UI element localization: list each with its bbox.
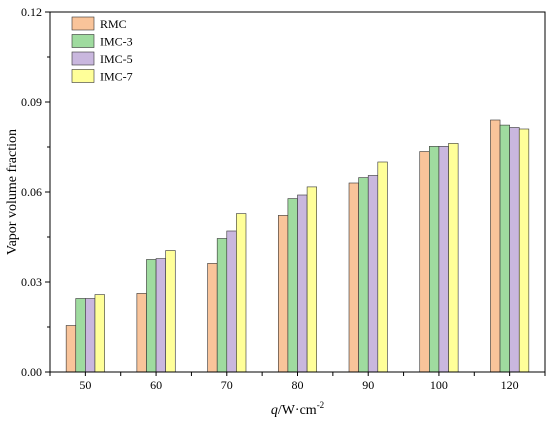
- bar-imc-7-80: [306, 186, 318, 373]
- bar-imc-5-90: [367, 175, 379, 373]
- bar-imc-3-80: [287, 198, 298, 373]
- x-axis-title: q/W·cm-2: [271, 400, 324, 418]
- legend-label-imc-7: IMC-7: [100, 70, 133, 84]
- bar-imc-3-50: [75, 298, 86, 373]
- x-tick-label-120: 120: [501, 378, 519, 392]
- bar-imc-7-50: [94, 294, 105, 373]
- y-tick-label-0.09: 0.09: [21, 95, 42, 109]
- bar-rmc-100: [419, 151, 430, 373]
- legend-swatch-imc-3: [71, 34, 95, 48]
- bar-imc-3-120: [499, 124, 510, 373]
- legend-label-imc-5: IMC-5: [100, 52, 133, 66]
- bar-rmc-90: [348, 182, 359, 373]
- legend-swatch-imc-5: [71, 51, 95, 66]
- bar-rmc-70: [207, 263, 218, 373]
- bar-rmc-120: [490, 119, 501, 373]
- bars-layer: [65, 119, 530, 373]
- bar-imc-3-60: [146, 259, 157, 373]
- bar-rmc-60: [136, 293, 147, 373]
- y-axis-title: Vapor volume fraction: [5, 129, 20, 255]
- x-tick-label-70: 70: [221, 378, 233, 392]
- bar-rmc-50: [65, 325, 77, 373]
- bar-imc-7-90: [377, 161, 388, 373]
- x-tick-label-100: 100: [430, 378, 448, 392]
- bar-imc-5-100: [438, 146, 449, 373]
- ticks-layer: 50 60 70 80 90 100 120 0.00 0.03 0.06 0.09 0.12: [21, 5, 546, 392]
- y-tick-label-0.03: 0.03: [21, 275, 42, 289]
- bar-imc-3-100: [429, 146, 440, 373]
- bar-imc-5-70: [226, 230, 237, 373]
- bar-imc-7-100: [448, 143, 459, 373]
- y-tick-label-0.12: 0.12: [21, 5, 42, 19]
- x-tick-label-50: 50: [79, 378, 91, 392]
- x-tick-label-80: 80: [292, 378, 304, 392]
- bar-imc-7-70: [236, 213, 247, 373]
- x-axis-title-exponent: -2: [317, 400, 325, 410]
- bar-imc-7-60: [165, 250, 176, 373]
- y-tick-label-0.06: 0.06: [21, 185, 42, 199]
- legend-label-rmc: RMC: [100, 17, 127, 31]
- legend-label-imc-3: IMC-3: [100, 35, 133, 49]
- bar-imc-5-120: [509, 127, 520, 373]
- bar-imc-5-50: [85, 298, 96, 373]
- bar-imc-7-120: [518, 128, 530, 373]
- bar-rmc-80: [277, 215, 289, 373]
- bar-imc-3-70: [216, 238, 228, 373]
- legend-swatch-imc-7: [71, 69, 95, 83]
- legend-swatch-rmc: [71, 16, 95, 31]
- legend: RMC IMC-3 IMC-5 IMC-7: [71, 16, 133, 84]
- x-axis-title-unit: /W·cm: [278, 403, 317, 418]
- bar-imc-5-60: [155, 258, 166, 373]
- bar-imc-5-80: [297, 194, 308, 373]
- x-tick-label-90: 90: [362, 378, 374, 392]
- x-axis-title-symbol: q: [271, 403, 278, 418]
- y-tick-label-0.00: 0.00: [21, 365, 42, 379]
- x-tick-label-60: 60: [150, 378, 162, 392]
- bar-imc-3-90: [358, 177, 369, 373]
